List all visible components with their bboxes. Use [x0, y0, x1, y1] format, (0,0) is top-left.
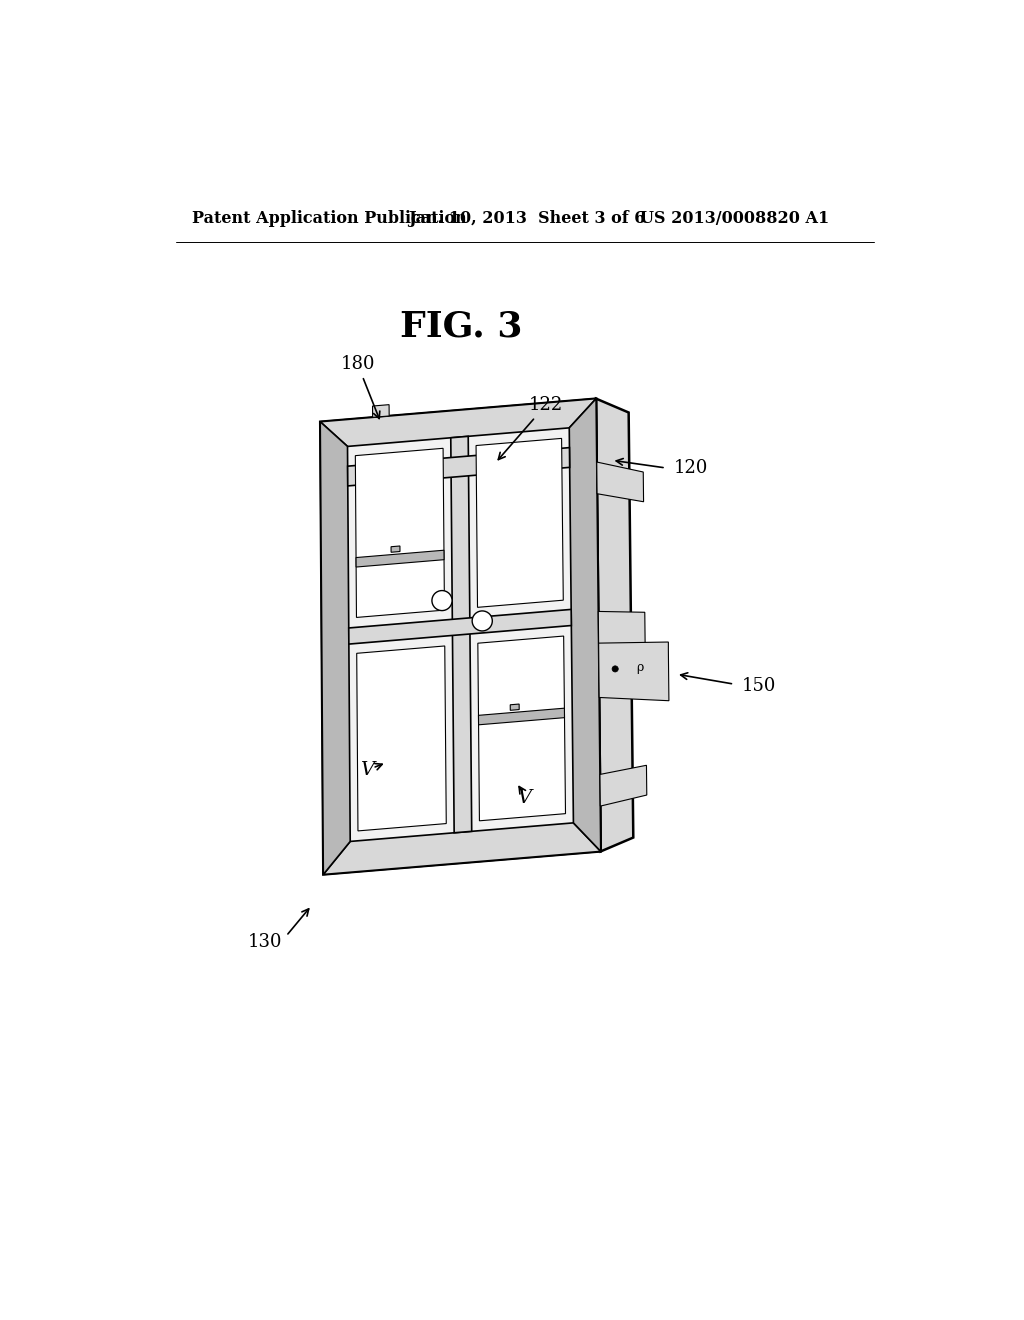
- Polygon shape: [451, 437, 472, 833]
- Circle shape: [612, 665, 618, 672]
- Polygon shape: [596, 399, 633, 851]
- Text: FIG. 3: FIG. 3: [400, 309, 522, 343]
- Polygon shape: [600, 766, 647, 807]
- Polygon shape: [349, 610, 571, 644]
- Text: 150: 150: [742, 677, 776, 694]
- Text: V: V: [517, 789, 531, 807]
- Polygon shape: [597, 462, 643, 502]
- Polygon shape: [478, 708, 564, 725]
- Text: Jan. 10, 2013  Sheet 3 of 6: Jan. 10, 2013 Sheet 3 of 6: [409, 210, 646, 227]
- Polygon shape: [321, 399, 596, 446]
- Polygon shape: [324, 822, 601, 874]
- Text: V: V: [360, 762, 374, 779]
- Polygon shape: [391, 546, 400, 552]
- Text: 180: 180: [340, 355, 380, 418]
- Text: Patent Application Publication: Patent Application Publication: [191, 210, 466, 227]
- Polygon shape: [599, 642, 669, 701]
- Polygon shape: [347, 447, 569, 486]
- Polygon shape: [356, 550, 444, 568]
- Text: 120: 120: [674, 459, 708, 477]
- Circle shape: [432, 590, 452, 611]
- Polygon shape: [321, 422, 350, 874]
- Polygon shape: [476, 438, 563, 607]
- Text: 122: 122: [499, 396, 563, 459]
- Polygon shape: [510, 704, 519, 710]
- Circle shape: [472, 611, 493, 631]
- Text: ρ: ρ: [636, 661, 643, 675]
- Polygon shape: [569, 399, 601, 851]
- Polygon shape: [321, 399, 601, 874]
- Text: 130: 130: [248, 933, 283, 952]
- Polygon shape: [356, 645, 446, 830]
- Polygon shape: [598, 611, 645, 648]
- Polygon shape: [373, 405, 389, 417]
- Text: US 2013/0008820 A1: US 2013/0008820 A1: [640, 210, 828, 227]
- Polygon shape: [478, 636, 565, 821]
- Polygon shape: [355, 449, 444, 618]
